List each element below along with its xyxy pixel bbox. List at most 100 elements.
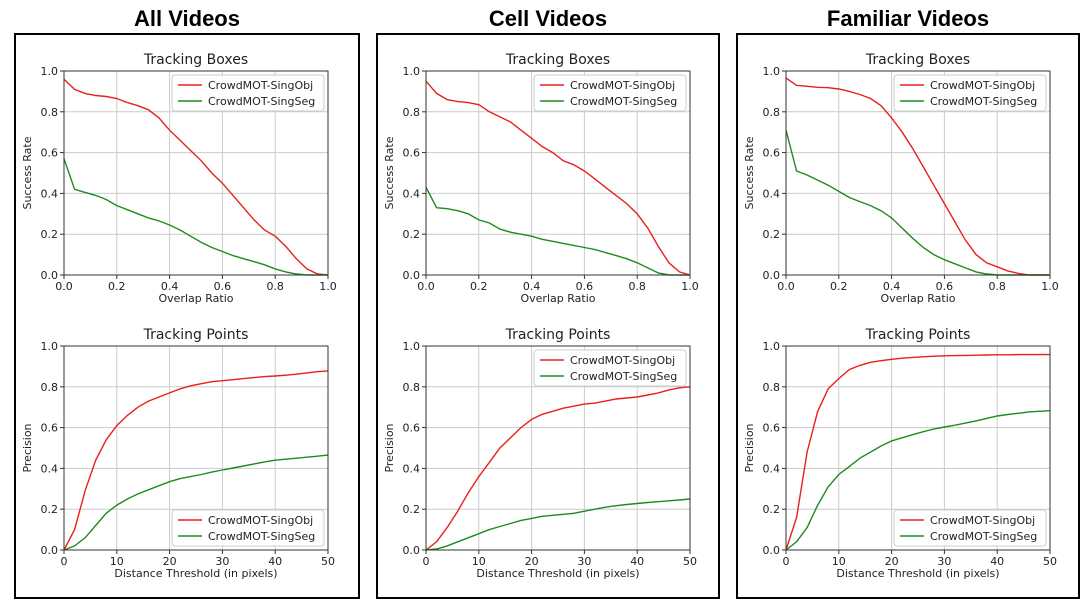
x-tick-label: 20 — [163, 555, 177, 568]
y-tick-label: 1.0 — [763, 340, 781, 353]
y-tick-label: 0.8 — [403, 106, 421, 119]
series-line-singobj — [785, 77, 1050, 276]
x-axis-label: Overlap Ratio — [159, 292, 234, 305]
series-line-singseg — [63, 454, 329, 551]
chart-familiar-videos-tracking-points: Tracking Points 0 10 20 30 40 50 0.0 0.2 0.4 0.6 0.… — [743, 327, 1057, 580]
y-tick-label: 0.6 — [763, 147, 781, 160]
plot-frame — [785, 345, 1051, 551]
chart-familiar-videos-tracking-boxes: Tracking Boxes 0.0 0.2 0.4 0.6 0.8 1.0 0.0 0.2 0.… — [743, 52, 1059, 305]
x-tick-label: 0.0 — [417, 280, 435, 293]
x-tick-label: 0 — [423, 555, 430, 568]
x-tick-label: 20 — [525, 555, 539, 568]
x-tick-label: 10 — [832, 555, 846, 568]
legend-label: CrowdMOT-SingObj — [208, 514, 313, 527]
legend-box — [533, 349, 687, 387]
y-tick-label: 0.6 — [41, 422, 59, 435]
series-line-singseg — [425, 498, 691, 551]
y-tick-label: 0.2 — [41, 228, 59, 241]
series-line-singobj — [785, 353, 1050, 551]
y-tick-label: 0.0 — [763, 269, 781, 282]
x-tick-label: 40 — [630, 555, 644, 568]
y-tick-label: 0.8 — [41, 381, 59, 394]
chart-cell-videos-tracking-points: Tracking Points 0 10 20 30 40 50 0.0 0.2 0.4 0.6 0.… — [383, 327, 697, 580]
x-tick-label: 0.2 — [470, 280, 488, 293]
y-axis-label: Precision — [21, 423, 34, 472]
legend: CrowdMOT-SingObj CrowdMOT-SingSeg — [533, 349, 687, 387]
x-tick-label: 0.4 — [883, 280, 901, 293]
x-axis-label: Overlap Ratio — [881, 292, 956, 305]
plot-frame — [63, 70, 329, 276]
y-tick-label: 0.6 — [403, 147, 421, 160]
x-tick-label: 0 — [783, 555, 790, 568]
legend: CrowdMOT-SingObj CrowdMOT-SingSeg — [893, 509, 1047, 547]
chart-title: Tracking Boxes — [505, 52, 610, 68]
legend-box — [893, 74, 1047, 112]
series-line-singobj — [425, 386, 691, 551]
y-tick-label: 0.2 — [763, 228, 781, 241]
x-tick-label: 0.6 — [214, 280, 232, 293]
y-tick-label: 0.0 — [763, 544, 781, 557]
chart-title: Tracking Boxes — [865, 52, 970, 68]
legend-label: CrowdMOT-SingObj — [208, 79, 313, 92]
y-tick-label: 0.4 — [763, 187, 781, 200]
legend: CrowdMOT-SingObj CrowdMOT-SingSeg — [893, 74, 1047, 112]
x-tick-label: 30 — [577, 555, 591, 568]
series-line-singobj — [425, 80, 691, 276]
x-tick-label: 50 — [683, 555, 697, 568]
chart-all-videos-tracking-boxes: Tracking Boxes 0.0 0.2 0.4 0.6 0.8 1.0 0.0 0.2 0.… — [21, 52, 337, 305]
y-tick-label: 1.0 — [403, 340, 421, 353]
panel-cell-videos: Tracking Boxes 0.0 0.2 0.4 0.6 0.8 1.0 0.0 0.2 0.… — [376, 33, 720, 599]
legend-label: CrowdMOT-SingSeg — [930, 95, 1037, 108]
y-axis-label: Precision — [743, 423, 756, 472]
legend: CrowdMOT-SingObj CrowdMOT-SingSeg — [533, 74, 687, 112]
legend-box — [171, 509, 325, 547]
y-tick-label: 0.2 — [403, 503, 421, 516]
series-line-singobj — [63, 370, 329, 551]
chart-title: Tracking Boxes — [143, 52, 248, 68]
series-line-singseg — [63, 158, 328, 276]
x-axis-label: Distance Threshold (in pixels) — [476, 567, 639, 580]
x-tick-label: 20 — [885, 555, 899, 568]
legend: CrowdMOT-SingObj CrowdMOT-SingSeg — [171, 74, 325, 112]
legend-label: CrowdMOT-SingSeg — [930, 530, 1037, 543]
y-tick-label: 0.6 — [763, 422, 781, 435]
series-line-singseg — [785, 410, 1051, 551]
legend-label: CrowdMOT-SingObj — [570, 79, 675, 92]
x-tick-label: 1.0 — [681, 280, 699, 293]
y-tick-label: 0.4 — [763, 462, 781, 475]
x-tick-label: 0.4 — [161, 280, 179, 293]
legend-box — [893, 509, 1047, 547]
x-tick-label: 0 — [61, 555, 68, 568]
legend-box — [171, 74, 325, 112]
y-tick-label: 0.0 — [41, 544, 59, 557]
y-tick-label: 0.4 — [41, 187, 59, 200]
y-tick-label: 0.2 — [763, 503, 781, 516]
x-tick-label: 0.0 — [777, 280, 795, 293]
y-tick-label: 0.4 — [403, 462, 421, 475]
plot-frame — [425, 70, 691, 276]
y-tick-label: 0.4 — [41, 462, 59, 475]
y-tick-label: 0.8 — [763, 381, 781, 394]
plot-frame — [63, 345, 329, 551]
y-tick-label: 0.2 — [403, 228, 421, 241]
y-tick-label: 0.2 — [41, 503, 59, 516]
x-tick-label: 0.2 — [108, 280, 126, 293]
legend-box — [533, 74, 687, 112]
x-tick-label: 40 — [990, 555, 1004, 568]
y-tick-label: 0.6 — [41, 147, 59, 160]
y-axis-label: Success Rate — [383, 136, 396, 209]
x-tick-label: 40 — [268, 555, 282, 568]
x-tick-label: 0.2 — [830, 280, 848, 293]
chart-cell-videos-tracking-boxes: Tracking Boxes 0.0 0.2 0.4 0.6 0.8 1.0 0.0 0.2 0.… — [383, 52, 699, 305]
x-tick-label: 30 — [937, 555, 951, 568]
legend-label: CrowdMOT-SingObj — [930, 514, 1035, 527]
legend-label: CrowdMOT-SingSeg — [208, 95, 315, 108]
y-tick-label: 0.4 — [403, 187, 421, 200]
x-tick-label: 10 — [472, 555, 486, 568]
y-tick-label: 0.8 — [403, 381, 421, 394]
x-axis-label: Distance Threshold (in pixels) — [114, 567, 277, 580]
chart-title: Tracking Points — [865, 327, 971, 343]
x-tick-label: 0.8 — [988, 280, 1006, 293]
column-title-cell-videos: Cell Videos — [488, 6, 608, 31]
x-tick-label: 0.6 — [936, 280, 954, 293]
